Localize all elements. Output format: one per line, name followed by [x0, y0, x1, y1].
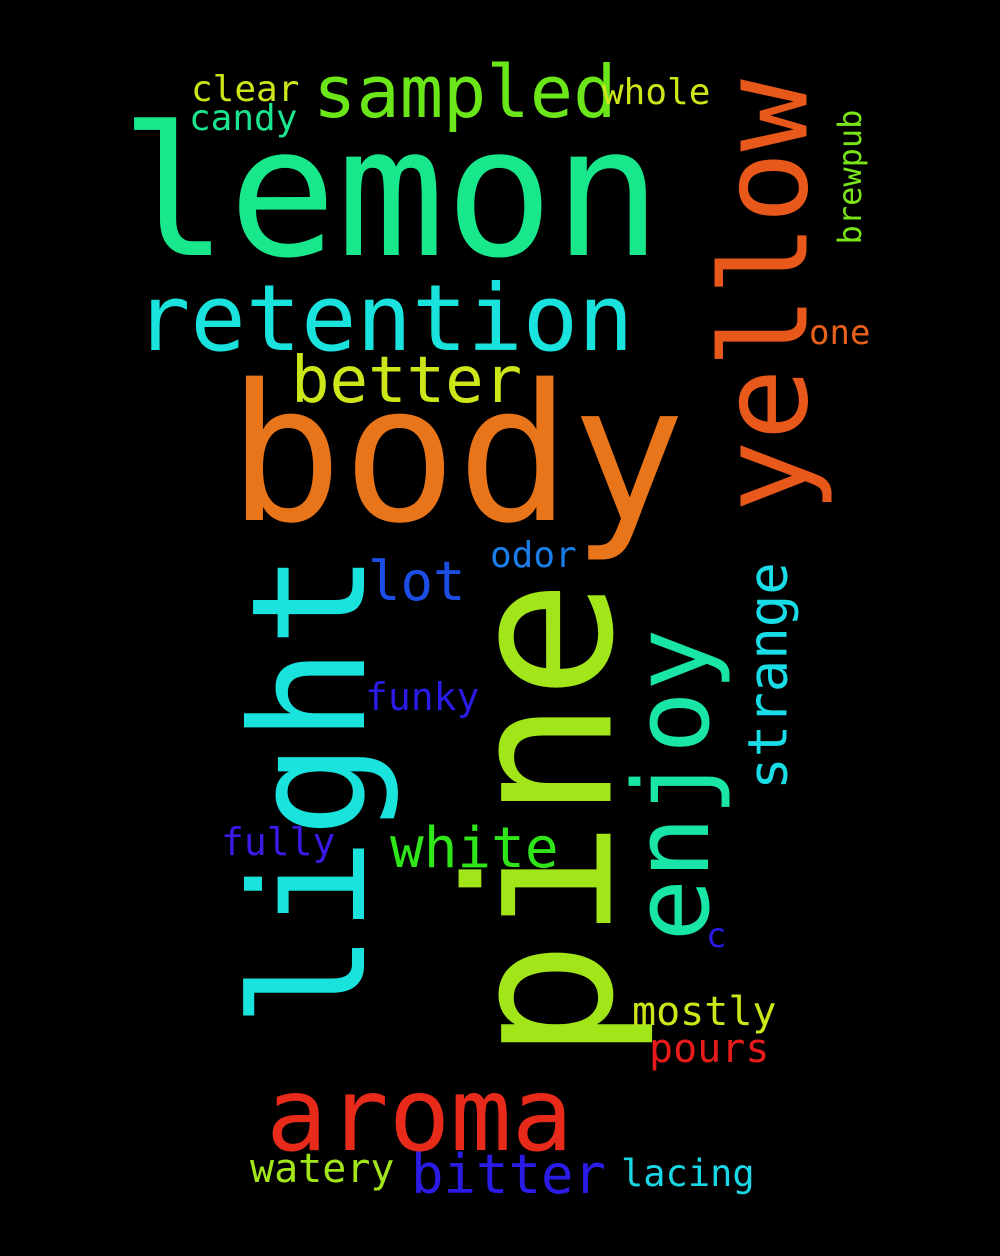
word-watery: watery	[250, 1146, 395, 1192]
word-better: better	[291, 344, 522, 418]
word-fully: fully	[221, 820, 335, 864]
word-aroma: aroma	[266, 1056, 573, 1175]
word-mostly: mostly	[632, 989, 777, 1035]
word-odor: odor	[490, 535, 577, 576]
word-pours: pours	[649, 1026, 769, 1072]
word-funky: funky	[365, 675, 479, 719]
word-light: light	[218, 552, 402, 1028]
word-strange: strange	[737, 562, 800, 790]
word-c: c	[706, 916, 726, 956]
word-pine: pine	[426, 579, 659, 1061]
word-retention: retention	[135, 265, 634, 372]
word-brewpub: brewpub	[831, 110, 869, 245]
word-clear: clear	[191, 69, 299, 110]
word-one: one	[809, 313, 870, 353]
word-sampled: sampled	[313, 50, 616, 134]
word-lacing: lacing	[621, 1152, 755, 1195]
word-candy: candy	[189, 98, 297, 139]
word-whole: whole	[602, 72, 710, 113]
word-bitter: bitter	[411, 1143, 606, 1206]
word-lot: lot	[368, 550, 466, 613]
word-yellow: yellow	[697, 79, 836, 513]
word-white: white	[390, 816, 559, 881]
word-enjoy: enjoy	[611, 628, 733, 941]
word-lemon: lemon	[120, 89, 662, 298]
word-body: body	[228, 344, 686, 565]
